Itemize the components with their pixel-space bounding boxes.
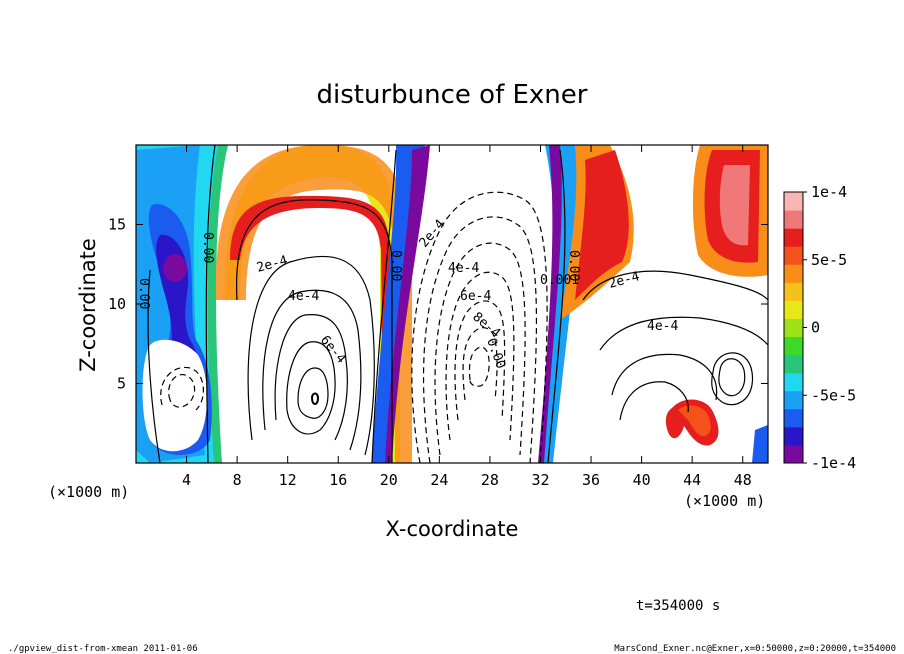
x-tick-label: 12 [279, 471, 297, 489]
dashed-contours [160, 191, 548, 463]
colorbar-label: 0 [811, 319, 820, 337]
contour-label: 0.00 [566, 250, 581, 281]
chart-title: disturbunce of Exner [317, 80, 588, 110]
colorbar-swatch [784, 264, 803, 283]
contour-label: 4e-4 [288, 289, 319, 304]
colorbar [784, 192, 803, 464]
colorbar-swatch [784, 210, 803, 229]
colorbar-swatch [784, 336, 803, 356]
contour-lines [147, 145, 768, 463]
y-tick-label: 10 [108, 295, 126, 313]
footer-right: MarsCond_Exner.nc@Exner,x=0:50000,z=0:20… [614, 644, 896, 654]
contour-label: 4e-4 [647, 319, 678, 334]
contour-label: 0.00 [136, 278, 151, 309]
x-tick-label: 48 [734, 471, 752, 489]
negative-lobe-left [136, 145, 228, 463]
colorbar-swatch [784, 282, 803, 301]
x-unit-left: (×1000 m) [48, 483, 129, 501]
y-tick-label: 5 [117, 375, 126, 393]
colorbar-swatch [784, 300, 803, 319]
y-axis-ticks: 5 10 15 [108, 216, 768, 393]
x-tick-label: 32 [531, 471, 549, 489]
x-axis-ticks: 4 8 12 16 20 24 28 32 36 40 44 48 [182, 145, 752, 489]
x-tick-label: 44 [683, 471, 701, 489]
x-tick-label: 36 [582, 471, 600, 489]
colorbar-label: -5e-5 [811, 386, 856, 404]
time-annotation: t=354000 s [636, 598, 720, 614]
contour-label: 0.00 [200, 232, 215, 263]
colorbar-label: 1e-4 [811, 183, 847, 201]
colorbar-swatch [784, 408, 803, 428]
colorbar-swatch [784, 318, 803, 338]
footer-left: ./gpview_dist-from-xmean 2011-01-06 [8, 644, 198, 654]
x-axis-label: X-coordinate [386, 517, 519, 541]
y-tick-label: 15 [108, 216, 126, 234]
x-tick-label: 40 [633, 471, 651, 489]
colorbar-swatch [784, 354, 803, 374]
colorbar-label: 5e-5 [811, 251, 847, 269]
colour-band-upper [215, 145, 430, 463]
contour-label: 4e-4 [448, 261, 479, 276]
contour-label: 6e-4 [460, 289, 491, 304]
plot-area [136, 145, 768, 463]
colorbar-tick-labels: 1e-4 5e-5 0 -5e-5 -1e-4 [803, 183, 856, 472]
y-axis-label: Z-coordinate [76, 238, 100, 372]
colour-band-right [538, 145, 768, 463]
x-tick-label: 24 [430, 471, 448, 489]
colorbar-swatch [784, 372, 803, 392]
colorbar-swatch [784, 444, 803, 464]
x-tick-label: 8 [233, 471, 242, 489]
colorbar-swatch [784, 246, 803, 265]
x-tick-label: 4 [182, 471, 191, 489]
x-tick-label: 20 [380, 471, 398, 489]
x-tick-label: 16 [329, 471, 347, 489]
colorbar-swatch [784, 192, 803, 211]
x-unit-right: (×1000 m) [684, 492, 765, 510]
colorbar-label: -1e-4 [811, 454, 856, 472]
x-tick-label: 28 [481, 471, 499, 489]
colorbar-swatch [784, 390, 803, 410]
contour-label: 0.001 [540, 273, 579, 288]
colorbar-swatch [784, 228, 803, 247]
colorbar-swatch [784, 426, 803, 446]
contour-label: 0.00 [388, 250, 403, 281]
